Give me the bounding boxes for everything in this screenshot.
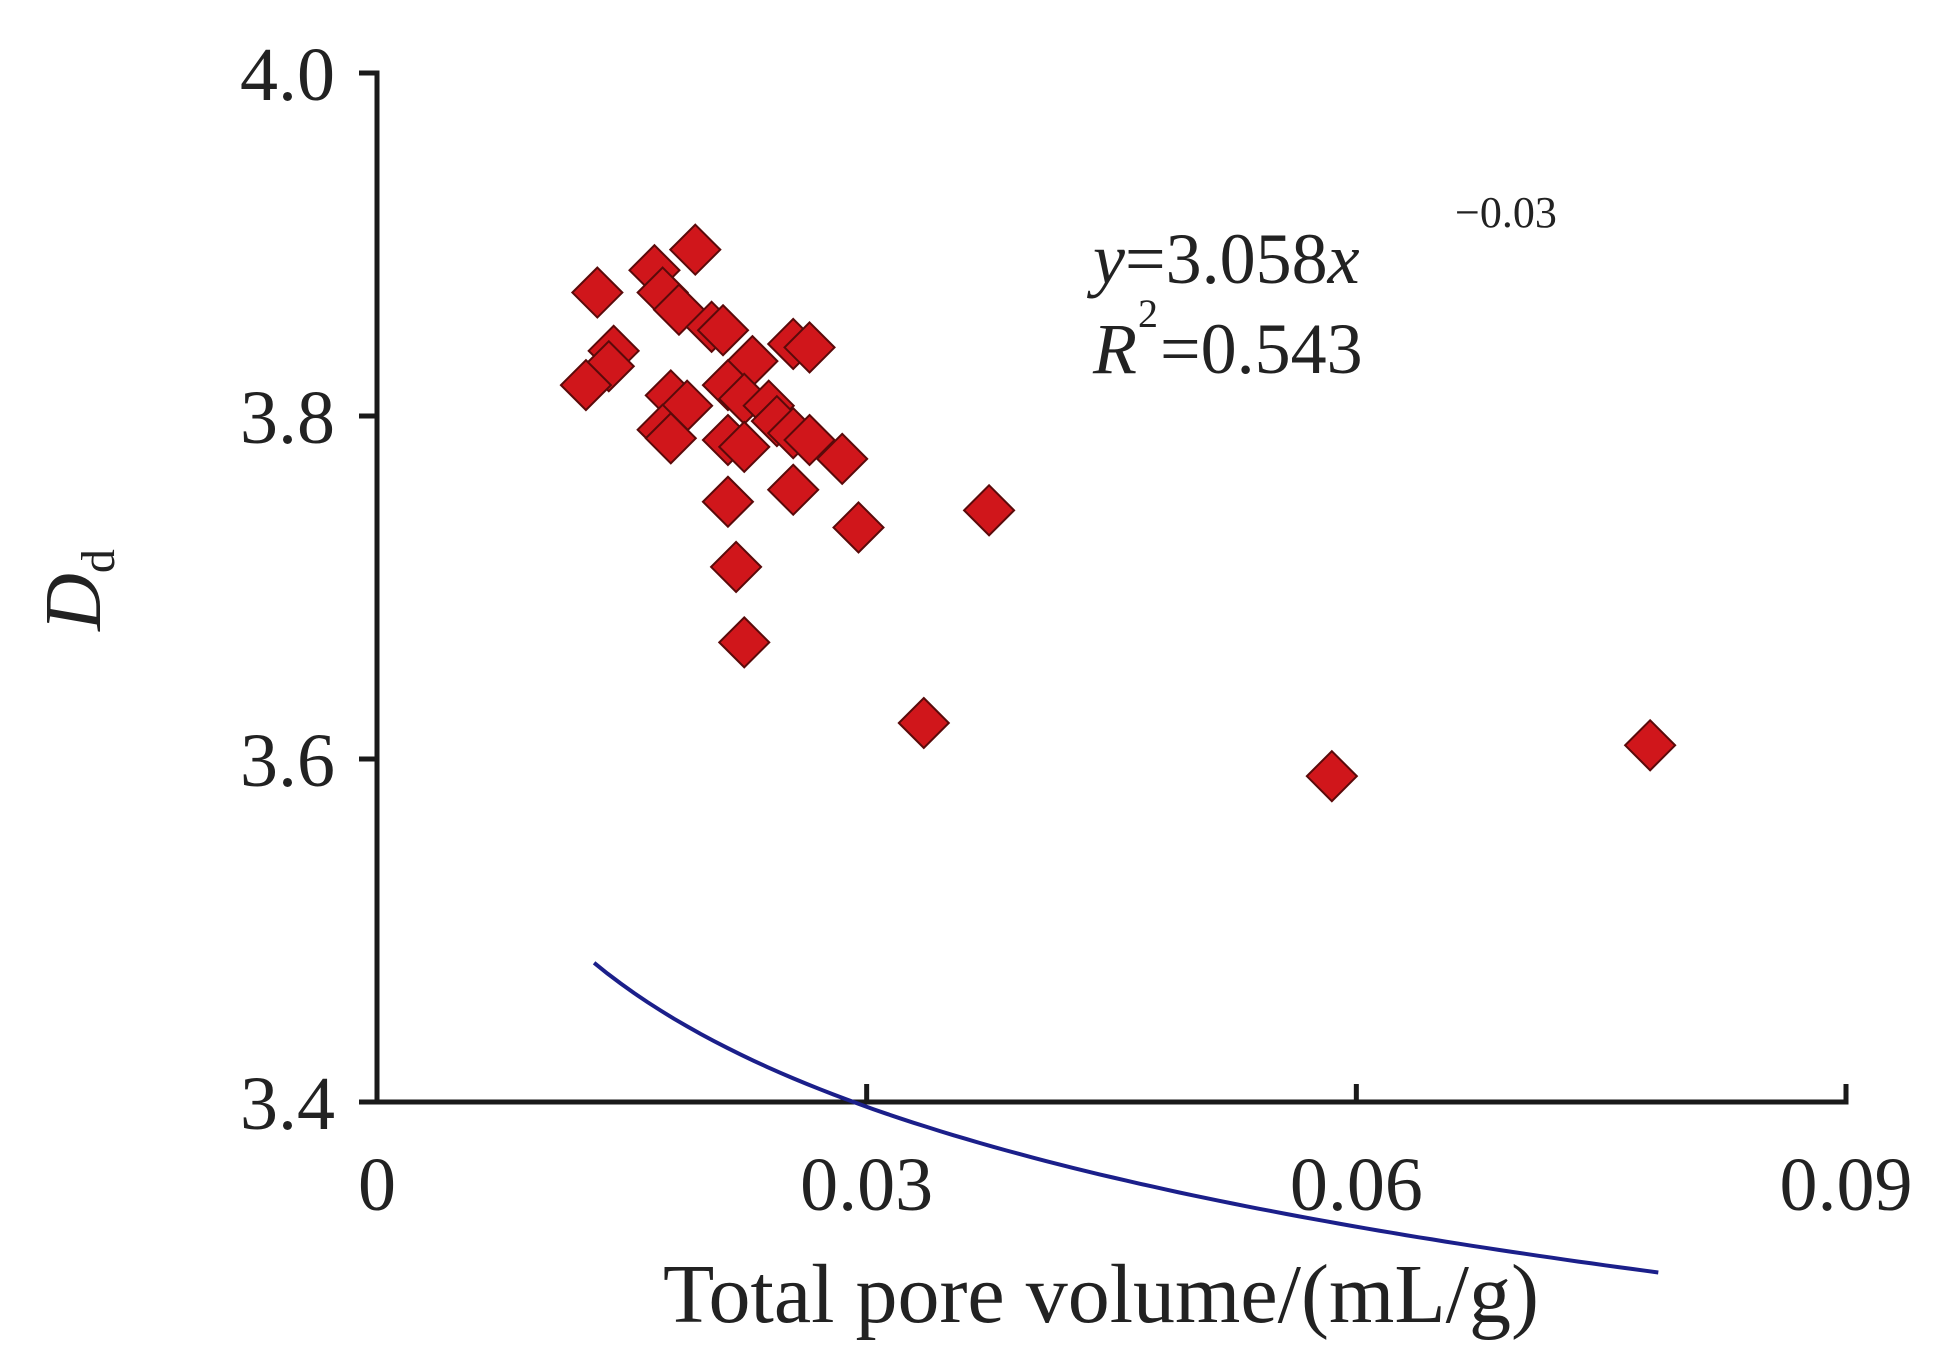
data-point-27 — [701, 475, 755, 529]
x-tick-label: 0.06 — [1290, 1143, 1423, 1227]
data-point-12 — [783, 320, 836, 374]
equation-y: y — [1086, 219, 1125, 299]
data-point-24 — [717, 420, 771, 474]
data-point-33 — [1305, 749, 1359, 803]
data-point-22 — [783, 413, 836, 467]
x-tick-label: 0 — [358, 1143, 396, 1227]
data-point-3 — [559, 358, 613, 412]
x-tick-label: 0.03 — [800, 1143, 933, 1227]
equation-x: x — [1327, 219, 1360, 299]
equation-exponent: −0.03 — [1455, 188, 1557, 237]
data-point-0 — [570, 266, 624, 319]
r2-superscript: 2 — [1138, 291, 1158, 336]
tick-marks — [359, 70, 1849, 1105]
x-tick-label: 0.09 — [1780, 1143, 1913, 1227]
data-point-9 — [696, 303, 750, 357]
data-point-32 — [897, 696, 951, 750]
data-point-30 — [717, 615, 771, 669]
data-point-31 — [962, 483, 1016, 537]
tick-labels: 3.4 3.6 3.8 4.0 0 0.03 0.06 0.09 — [240, 33, 1913, 1227]
fit-equation: y=3.058x −0.03 R 2 =0.543 — [1086, 188, 1557, 389]
svg-text:Dd: Dd — [30, 549, 125, 632]
data-point-25 — [815, 432, 869, 486]
axes — [374, 70, 1849, 1105]
svg-text:y=3.058x: y=3.058x — [1086, 219, 1360, 299]
y-axis-title-sub: d — [72, 549, 125, 573]
data-point-6 — [668, 223, 722, 277]
y-axis-title-main: D — [30, 573, 118, 632]
equation-coef: =3.058 — [1125, 219, 1328, 299]
y-axis-title: Dd — [30, 549, 125, 632]
y-tick-label: 3.8 — [240, 376, 335, 460]
y-tick-label: 3.4 — [240, 1062, 335, 1146]
data-point-26 — [766, 463, 820, 517]
x-axis-title: Total pore volume/(mL/g) — [663, 1248, 1539, 1341]
y-tick-label: 3.6 — [240, 719, 335, 803]
data-point-16 — [644, 411, 698, 465]
data-points — [559, 223, 1677, 803]
data-point-29 — [709, 540, 763, 594]
data-point-34 — [1623, 718, 1677, 772]
r2-letter: R — [1092, 309, 1137, 389]
svg-text:R: R — [1092, 309, 1137, 389]
data-point-28 — [832, 501, 885, 554]
y-tick-label: 4.0 — [240, 33, 335, 117]
power-fit-curve — [592, 961, 1659, 1275]
r2-value: =0.543 — [1160, 309, 1363, 389]
